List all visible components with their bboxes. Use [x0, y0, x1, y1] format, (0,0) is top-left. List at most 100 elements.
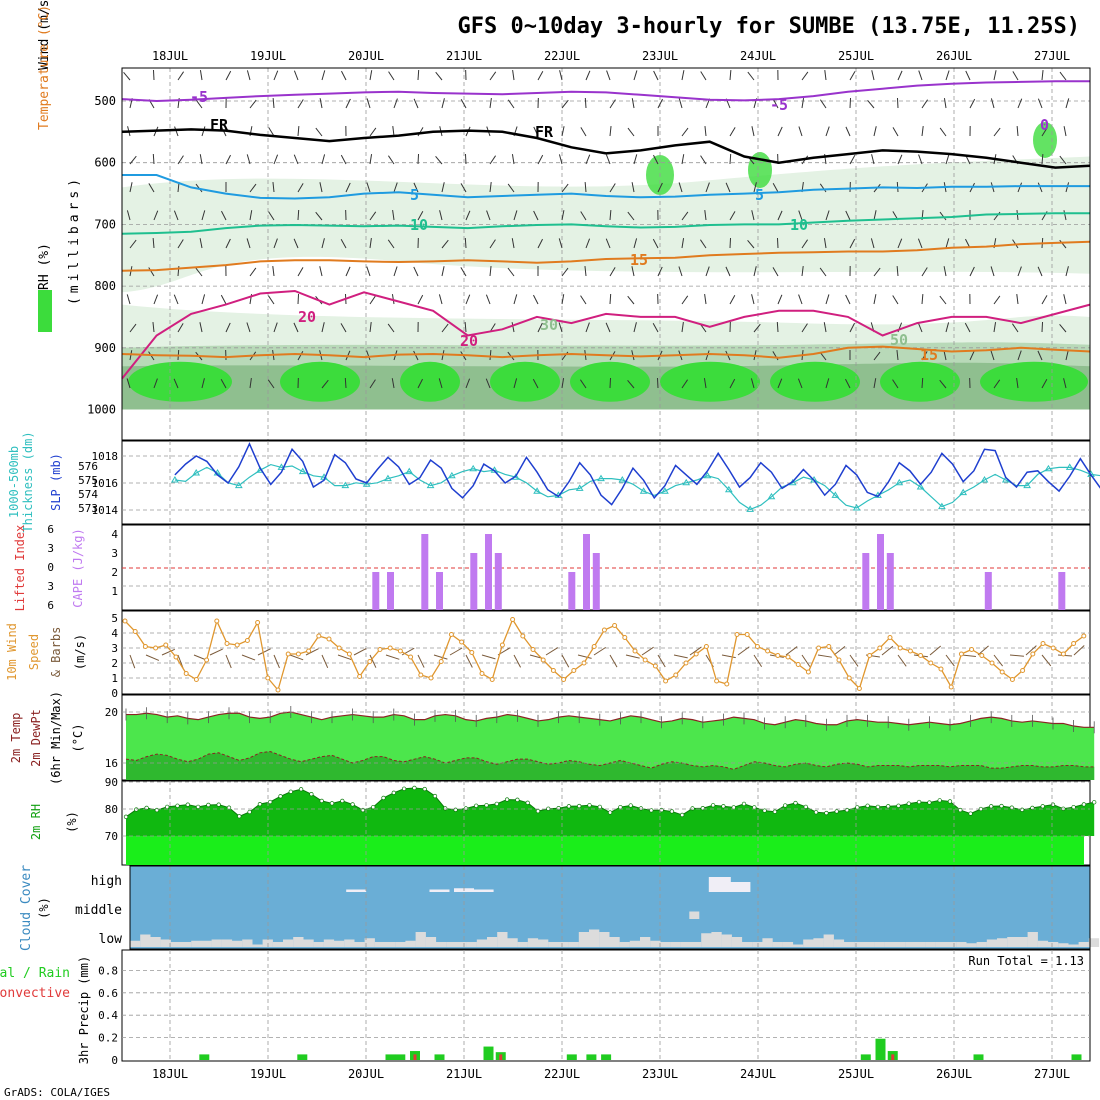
cloud-low-bar	[946, 942, 957, 947]
wind10-point	[1030, 651, 1036, 657]
thickness-point	[192, 469, 201, 476]
wind10-point	[826, 644, 832, 649]
wind-barb	[507, 183, 515, 193]
wind-barb	[729, 153, 732, 165]
wind10-side-label: Speed	[27, 634, 41, 670]
precip-bar	[860, 1054, 871, 1060]
wind10-barb	[1041, 654, 1052, 667]
wind10-barb	[817, 654, 832, 658]
wind-barb	[681, 70, 685, 81]
cape-bar	[421, 534, 429, 610]
wind-barb	[945, 154, 950, 165]
cloud-low-bar	[364, 938, 375, 947]
wind-barb	[776, 237, 779, 249]
wind-barb	[366, 266, 371, 277]
wind-barb	[387, 155, 395, 165]
rh2m-point	[628, 803, 633, 808]
date-label-top: 24JUL	[740, 49, 776, 63]
wind10-point	[163, 642, 169, 648]
temperature-contour	[122, 174, 1090, 200]
wind-tick: 3	[111, 642, 118, 655]
wind-barb	[345, 182, 351, 193]
wind-barb	[561, 126, 565, 137]
wind-barb	[729, 295, 736, 305]
wind-barb	[1063, 294, 1067, 305]
wind-barb	[729, 378, 736, 389]
cloud-frame	[129, 865, 1091, 950]
cloud-low-bar	[538, 939, 549, 947]
cloud-low-bar	[650, 940, 661, 947]
wind-barb	[369, 211, 377, 221]
cloud-low-bar	[497, 932, 508, 947]
wind10-side-label: & Barbs	[49, 627, 63, 678]
cloud-low-bar	[813, 938, 824, 947]
rh2m-point	[875, 804, 881, 809]
cloud-low-bar	[150, 937, 161, 947]
wind-barb	[417, 378, 423, 389]
wind-barb	[678, 182, 683, 193]
wind-barb	[705, 350, 710, 361]
wind-tick: 0	[111, 687, 118, 700]
wind-barb	[993, 379, 1001, 389]
li-side-label: Lifted Index	[13, 525, 27, 612]
wind-barb	[246, 70, 251, 81]
temperature-contour	[121, 345, 1091, 359]
thickness-point	[639, 487, 648, 494]
thickness-line	[174, 463, 1100, 511]
wind-barb	[533, 126, 539, 137]
date-label-bottom: 24JUL	[740, 1067, 776, 1081]
wind10-point	[438, 659, 444, 664]
cloud-low-bar	[425, 937, 437, 947]
wind10-point	[591, 644, 597, 649]
wind-barb	[729, 211, 736, 221]
cloud-low-bar	[803, 939, 814, 947]
wind-barb	[513, 378, 518, 389]
wind-barb	[369, 127, 377, 137]
contour-label: -5	[190, 88, 208, 106]
rh2m-point	[762, 808, 767, 813]
wind-barb	[652, 238, 659, 249]
wind10-point	[877, 645, 883, 651]
wind-barbs	[123, 69, 1070, 389]
cloud-low-bar	[323, 939, 335, 947]
rh2m-point	[401, 786, 407, 791]
wind10-point	[897, 645, 903, 651]
rh2m-point	[556, 806, 561, 811]
cloud-low-bar	[680, 942, 692, 947]
wind-barb	[1059, 155, 1067, 165]
cloud-low-bar	[670, 942, 681, 947]
cape-side-label: CAPE (J/kg)	[71, 528, 85, 607]
wind-barb	[441, 239, 449, 249]
cloud-low-bar	[395, 942, 406, 947]
wind-barb	[1037, 350, 1043, 361]
wind-barb	[609, 377, 612, 389]
thickness-point	[831, 491, 840, 498]
wind-barb	[273, 70, 279, 81]
wind10-barb	[753, 654, 763, 668]
temperature-contour	[121, 80, 1090, 103]
wind-barb	[1017, 98, 1023, 109]
cloud-low-bar	[181, 942, 192, 947]
li-tick: 3	[47, 542, 54, 555]
rh2m-point	[504, 797, 510, 802]
wind10-barb	[881, 645, 894, 656]
wind-barb	[678, 98, 683, 109]
wind10-barb	[225, 654, 232, 669]
wind-barb	[537, 238, 543, 249]
wind10-point	[683, 660, 689, 666]
wind10-point	[489, 677, 495, 682]
date-label-top: 18JUL	[152, 49, 188, 63]
wind-barb	[246, 322, 251, 333]
wind-barb	[801, 323, 808, 333]
rh2m-point	[577, 803, 582, 809]
wind-barb	[249, 267, 257, 277]
wind-barb	[413, 182, 419, 193]
wind-barb	[152, 237, 155, 249]
wind10-point	[693, 651, 699, 657]
wind-barb	[823, 238, 827, 249]
contour-label: -5	[770, 96, 788, 114]
wind-barb	[939, 211, 947, 221]
cloud-low-bar	[476, 939, 488, 947]
wind-barb	[753, 182, 757, 193]
cloud-low-bar	[160, 939, 171, 947]
